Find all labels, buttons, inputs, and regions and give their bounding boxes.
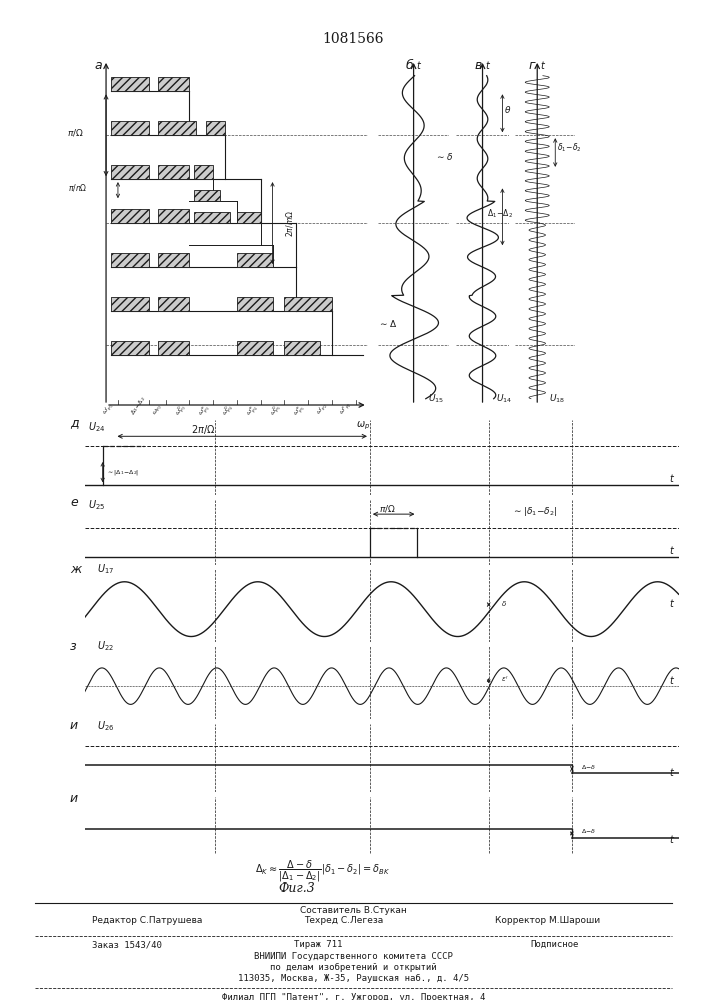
Text: $U_{24}$: $U_{24}$ (88, 420, 105, 434)
Text: $\omega^0_{p_3}$: $\omega^0_{p_3}$ (173, 403, 189, 419)
Bar (158, 209, 189, 223)
Text: $\pi/n\Omega$: $\pi/n\Omega$ (68, 182, 87, 193)
Text: а: а (94, 59, 102, 72)
Text: $\omega^{\pm}_{p_4}$: $\omega^{\pm}_{p_4}$ (245, 403, 261, 419)
Text: Подписное: Подписное (530, 940, 578, 949)
Text: б: б (405, 59, 413, 72)
Text: по делам изобретений и открытий: по делам изобретений и открытий (270, 963, 437, 972)
Bar (237, 212, 261, 223)
Bar (284, 297, 332, 311)
Text: $\sim|\delta_1\!-\!\delta_2|$: $\sim|\delta_1\!-\!\delta_2|$ (513, 505, 558, 518)
Bar (158, 253, 189, 267)
Text: t: t (670, 768, 674, 778)
Text: t: t (670, 599, 674, 609)
Bar (111, 209, 149, 223)
Text: t: t (416, 61, 420, 71)
Bar (194, 190, 220, 201)
Bar (111, 165, 149, 179)
Bar (237, 341, 272, 355)
Text: $\sim|\Delta_1\!-\!\Delta_2|$: $\sim|\Delta_1\!-\!\Delta_2|$ (105, 468, 139, 477)
Text: $2\pi/m\Omega$: $2\pi/m\Omega$ (284, 210, 296, 237)
Text: д: д (70, 417, 78, 430)
Text: t: t (540, 61, 544, 71)
Bar (194, 212, 230, 223)
Text: $2\pi/\Omega$: $2\pi/\Omega$ (192, 423, 216, 436)
Text: t: t (485, 61, 489, 71)
Text: $\sim\delta$: $\sim\delta$ (435, 151, 453, 162)
Text: t: t (670, 676, 674, 686)
Text: $\delta$: $\delta$ (501, 598, 506, 607)
Text: $\pi/\Omega$: $\pi/\Omega$ (66, 127, 83, 138)
Text: t: t (670, 546, 674, 556)
Text: $U_{15}$: $U_{15}$ (428, 393, 444, 405)
Text: $\pi/\Omega$: $\pi/\Omega$ (379, 503, 396, 514)
Bar (158, 77, 189, 91)
Text: $\omega'_{p_2}$: $\omega'_{p_2}$ (315, 401, 332, 418)
Text: ж: ж (70, 563, 81, 576)
Text: $\omega_{p_2}$: $\omega_{p_2}$ (151, 404, 165, 418)
Text: $\sim\Delta$: $\sim\Delta$ (378, 318, 397, 329)
Text: $U_{26}$: $U_{26}$ (97, 719, 114, 733)
Bar (158, 297, 189, 311)
Text: $\theta$: $\theta$ (503, 104, 511, 115)
Text: г: г (528, 59, 534, 72)
Text: $\delta_1\!-\!\delta_2$: $\delta_1\!-\!\delta_2$ (557, 142, 582, 154)
Text: и: и (70, 792, 78, 805)
Text: и: и (70, 719, 78, 732)
Text: з: з (70, 640, 76, 653)
Bar (206, 121, 225, 135)
Text: ВНИИПИ Государственного комитета СССР: ВНИИПИ Государственного комитета СССР (254, 952, 453, 961)
Text: $\epsilon'$: $\epsilon'$ (501, 674, 508, 684)
Text: t: t (670, 474, 674, 484)
Text: $\omega^{\pm}_{p_3}$: $\omega^{\pm}_{p_3}$ (197, 403, 213, 419)
Text: Филиал ПГП "Патент", г. Ужгород, ул. Проектная, 4: Филиал ПГП "Патент", г. Ужгород, ул. Про… (222, 993, 485, 1000)
Text: $U_{14}$: $U_{14}$ (496, 393, 512, 405)
Text: е: е (70, 496, 78, 509)
Text: $\omega^0_{p_4}$: $\omega^0_{p_4}$ (220, 403, 237, 419)
Text: $\Delta_1\!-\!\Delta_2$: $\Delta_1\!-\!\Delta_2$ (129, 395, 149, 417)
Bar (111, 121, 149, 135)
Text: Заказ 1543/40: Заказ 1543/40 (92, 940, 162, 949)
Bar (237, 253, 272, 267)
Bar (284, 341, 320, 355)
Text: $\Delta_K \approx \dfrac{\Delta-\delta}{|\Delta_1-\Delta_2|}|\delta_1-\delta_2|=: $\Delta_K \approx \dfrac{\Delta-\delta}{… (255, 859, 390, 884)
Text: в: в (474, 59, 482, 72)
Bar (111, 77, 149, 91)
Text: $\omega''_{p_2}$: $\omega''_{p_2}$ (339, 400, 356, 418)
Text: Составитель В.Стукан: Составитель В.Стукан (300, 906, 407, 915)
Text: Техред С.Легеза: Техред С.Легеза (304, 916, 383, 925)
Bar (194, 165, 213, 179)
Bar (158, 165, 189, 179)
Bar (111, 297, 149, 311)
Text: $\omega^{\pm}_{p_5}$: $\omega^{\pm}_{p_5}$ (292, 403, 308, 419)
Text: $U_{18}$: $U_{18}$ (549, 393, 566, 405)
Text: 113035, Москва, Ж-35, Раушская наб., д. 4/5: 113035, Москва, Ж-35, Раушская наб., д. … (238, 974, 469, 983)
Text: $\Delta\!-\!\delta$: $\Delta\!-\!\delta$ (580, 827, 596, 835)
Text: $\Delta_1\!-\!\Delta_2$: $\Delta_1\!-\!\Delta_2$ (486, 208, 513, 220)
Bar (111, 341, 149, 355)
Text: $\omega_p$: $\omega_p$ (356, 419, 370, 432)
Text: $U_{17}$: $U_{17}$ (97, 563, 114, 576)
Bar (111, 253, 149, 267)
Text: $\Delta\!-\!\delta$: $\Delta\!-\!\delta$ (580, 763, 596, 771)
Bar (158, 341, 189, 355)
Bar (158, 121, 197, 135)
Bar (237, 297, 272, 311)
Text: $U_{22}$: $U_{22}$ (97, 640, 114, 653)
Text: Тираж 711: Тираж 711 (294, 940, 342, 949)
Text: t: t (670, 835, 674, 845)
Text: Корректор М.Шароши: Корректор М.Шароши (495, 916, 600, 925)
Text: $\omega'_{p_1}$: $\omega'_{p_1}$ (101, 401, 118, 418)
Text: Фиг.3: Фиг.3 (279, 882, 315, 895)
Text: $U_{25}$: $U_{25}$ (88, 498, 105, 512)
Text: Редактор С.Патрушева: Редактор С.Патрушева (92, 916, 202, 925)
Text: 1081566: 1081566 (323, 32, 384, 46)
Text: $\omega^0_{p_5}$: $\omega^0_{p_5}$ (268, 403, 284, 419)
